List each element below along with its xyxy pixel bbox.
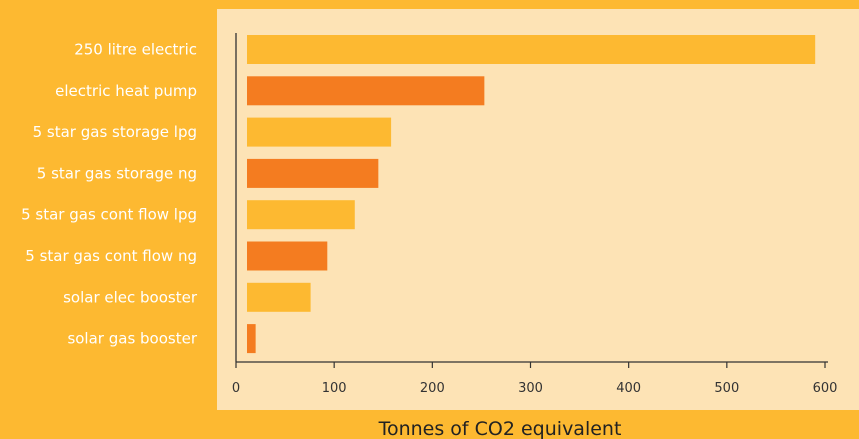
category-label: 5 star gas cont flow ng [25, 247, 197, 265]
category-label: 5 star gas storage ng [37, 164, 197, 182]
bar [247, 117, 392, 147]
x-tick-label: 0 [232, 381, 240, 396]
category-label: solar gas booster [67, 330, 197, 348]
x-tick-label: 100 [322, 381, 347, 396]
bar [247, 282, 311, 312]
x-tick-label: 300 [518, 381, 543, 396]
category-label: 5 star gas cont flow lpg [21, 206, 197, 224]
bar [247, 200, 355, 230]
bar [247, 158, 379, 188]
bar [247, 324, 256, 354]
category-label: electric heat pump [55, 82, 197, 100]
bar [247, 76, 485, 106]
category-label: 250 litre electric [74, 41, 197, 59]
x-tick-label: 400 [616, 381, 641, 396]
x-tick-label: 500 [714, 381, 739, 396]
x-tick-label: 600 [813, 381, 838, 396]
x-axis-title: Tonnes of CO2 equivalent [378, 418, 622, 439]
bar [247, 241, 328, 271]
bar [247, 35, 816, 64]
category-label: 5 star gas storage lpg [33, 123, 197, 141]
category-label: solar elec booster [63, 288, 198, 306]
x-tick-label: 200 [420, 381, 445, 396]
